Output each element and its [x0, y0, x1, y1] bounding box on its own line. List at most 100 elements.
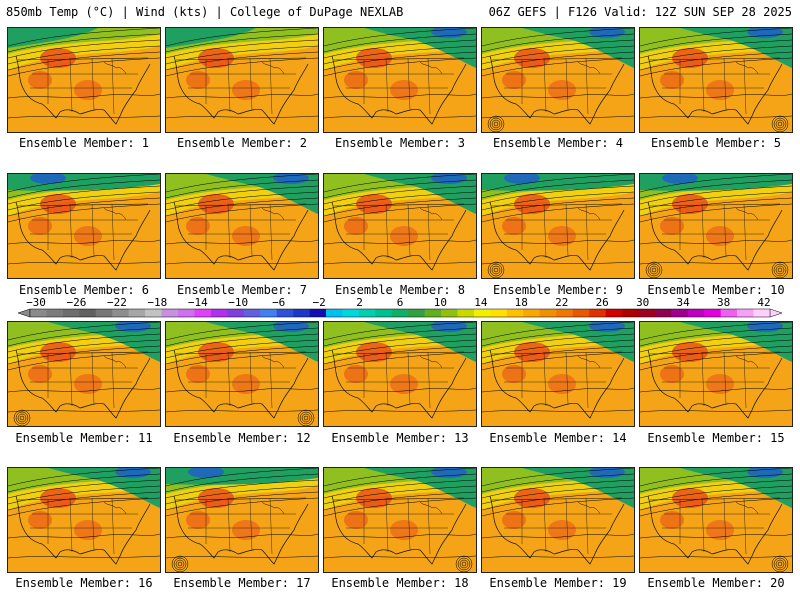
member-map — [323, 173, 477, 279]
colorbar-swatch — [161, 309, 179, 317]
colorbar-swatch — [737, 309, 754, 317]
temperature-field — [482, 468, 634, 572]
colorbar-swatch — [424, 309, 442, 317]
colorbar-swatch — [474, 309, 491, 317]
temperature-field — [324, 322, 476, 426]
colorbar-swatch — [227, 309, 245, 317]
colorbar-tick-label: −22 — [107, 297, 127, 309]
colorbar-tick-label: 2 — [356, 297, 363, 309]
colorbar-swatch — [293, 309, 310, 317]
colorbar-swatch — [375, 309, 393, 317]
member-map — [165, 173, 319, 279]
colorbar-tick-label: −14 — [188, 297, 208, 309]
member-map — [7, 27, 161, 133]
member-label: Ensemble Member: 6 — [18, 283, 150, 297]
colorbar-tick-label: −2 — [312, 297, 325, 309]
member-label: Ensemble Member: 4 — [492, 136, 624, 150]
member-label: Ensemble Member: 16 — [15, 576, 153, 590]
member-label: Ensemble Member: 18 — [331, 576, 469, 590]
temperature-field — [324, 468, 476, 572]
chart-title: 850mb Temp (°C) | Wind (kts) | College o… — [6, 5, 404, 19]
temperature-field — [482, 174, 634, 278]
member-map — [7, 467, 161, 573]
colorbar-tick-label: 34 — [676, 297, 690, 309]
member-map — [7, 173, 161, 279]
member-map — [481, 321, 635, 427]
temperature-field — [166, 28, 318, 132]
colorbar-swatch — [342, 309, 360, 317]
colorbar-swatch — [457, 309, 475, 317]
member-label: Ensemble Member: 1 — [18, 136, 150, 150]
colorbar-swatch — [523, 309, 541, 317]
member-map — [323, 467, 477, 573]
member-map — [323, 27, 477, 133]
temperature-field — [640, 468, 792, 572]
temperature-field — [640, 28, 792, 132]
temperature-field — [482, 28, 634, 132]
colorbar-outline — [29, 308, 771, 318]
member-label: Ensemble Member: 3 — [334, 136, 466, 150]
colorbar-swatch — [589, 309, 606, 317]
member-map — [165, 321, 319, 427]
temperature-field — [324, 28, 476, 132]
temperature-field — [8, 468, 160, 572]
colorbar-swatch — [506, 309, 524, 317]
member-map — [639, 467, 793, 573]
colorbar-swatch — [605, 309, 623, 317]
temperature-field — [482, 322, 634, 426]
colorbar-swatch — [687, 309, 705, 317]
member-label: Ensemble Member: 8 — [334, 283, 466, 297]
member-label: Ensemble Member: 19 — [489, 576, 627, 590]
colorbar-tick-label: −30 — [26, 297, 46, 309]
member-label: Ensemble Member: 7 — [176, 283, 308, 297]
temperature-field — [8, 322, 160, 426]
member-map — [165, 467, 319, 573]
member-label: Ensemble Member: 15 — [647, 431, 785, 445]
colorbar-swatch — [276, 309, 294, 317]
colorbar-tick-label: 10 — [434, 297, 447, 309]
member-label: Ensemble Member: 9 — [492, 283, 624, 297]
member-map — [165, 27, 319, 133]
colorbar-swatch — [30, 309, 47, 317]
member-label: Ensemble Member: 12 — [173, 431, 311, 445]
run-valid-time: 06Z GEFS | F126 Valid: 12Z SUN SEP 28 20… — [488, 5, 792, 19]
colorbar-swatch — [671, 309, 689, 317]
colorbar-swatch — [62, 309, 80, 317]
colorbar-tick-label: 30 — [636, 297, 649, 309]
temperature-field — [8, 174, 160, 278]
colorbar-tick-label: −18 — [147, 297, 167, 309]
member-label: Ensemble Member: 11 — [15, 431, 153, 445]
colorbar-swatch — [638, 309, 656, 317]
colorbar-arrow-left — [17, 308, 31, 318]
colorbar-swatch — [243, 309, 261, 317]
colorbar-swatch — [358, 309, 376, 317]
member-map — [481, 173, 635, 279]
temperature-colorbar: −30 −26 −22 −18 −14 −10 −6 −2 2 6 10 14 18 22 26 30 34 38… — [17, 297, 783, 318]
colorbar-swatch — [753, 309, 771, 317]
colorbar-swatch — [210, 309, 228, 317]
member-map — [639, 321, 793, 427]
colorbar-swatch — [391, 309, 409, 317]
temperature-field — [166, 322, 318, 426]
member-label: Ensemble Member: 5 — [650, 136, 782, 150]
temperature-field — [324, 174, 476, 278]
colorbar-swatch — [441, 309, 458, 317]
temperature-field — [166, 468, 318, 572]
member-label: Ensemble Member: 2 — [176, 136, 308, 150]
colorbar-tick-label: 26 — [596, 297, 609, 309]
temperature-field — [8, 28, 160, 132]
colorbar-tick-label: −10 — [228, 297, 248, 309]
member-label: Ensemble Member: 14 — [489, 431, 627, 445]
colorbar-tick-label: 22 — [555, 297, 568, 309]
member-map — [639, 173, 793, 279]
colorbar-swatch — [309, 309, 327, 317]
colorbar-swatch — [79, 309, 97, 317]
colorbar-swatch — [720, 309, 738, 317]
colorbar-swatch — [326, 309, 343, 317]
member-map — [323, 321, 477, 427]
member-label: Ensemble Member: 10 — [647, 283, 785, 297]
member-map — [481, 27, 635, 133]
colorbar-swatch — [490, 309, 508, 317]
colorbar-swatch — [556, 309, 573, 317]
colorbar-swatch — [112, 309, 129, 317]
